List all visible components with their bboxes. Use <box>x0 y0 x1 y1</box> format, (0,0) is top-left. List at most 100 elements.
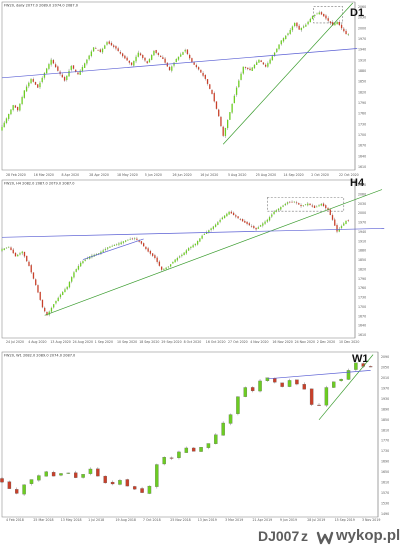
candle-body <box>146 61 148 64</box>
wykop-logo-icon <box>316 531 334 545</box>
candle-body <box>46 68 48 74</box>
candle-body <box>284 203 286 206</box>
y-tick-label: 2030 <box>358 16 366 20</box>
candle-body <box>62 291 64 295</box>
candle-body <box>88 468 93 474</box>
candle-body <box>125 240 127 242</box>
candle-body <box>5 118 8 123</box>
candle-body <box>264 64 267 67</box>
candle-body <box>167 266 170 268</box>
timeframe-label: W1 <box>352 353 369 365</box>
candle-body <box>268 217 271 221</box>
candle-body <box>223 215 226 219</box>
candle-body <box>177 451 181 458</box>
x-tick-label: 2 Dec 2020 <box>317 340 335 344</box>
candle-body <box>158 261 161 266</box>
x-tick-label: 18 Sep 2020 <box>139 340 159 344</box>
candle-body <box>104 248 107 250</box>
candle-body <box>258 59 260 63</box>
candle-body <box>186 49 189 55</box>
candle-body <box>201 235 203 239</box>
candle-body <box>193 62 195 65</box>
x-tick-label: 4 Feb 2018 <box>6 518 24 522</box>
candle-body <box>289 29 291 34</box>
candle-body <box>109 246 111 248</box>
candle-body <box>256 62 258 65</box>
candle-body <box>92 47 95 52</box>
candle-body <box>313 205 316 209</box>
candle-body <box>144 57 146 61</box>
candle-body <box>21 97 23 104</box>
candle-body <box>129 239 131 240</box>
x-tick-label: 24 Nov 2020 <box>295 340 315 344</box>
candle-body <box>183 252 185 256</box>
candle-body <box>74 472 78 478</box>
candle-body <box>145 246 147 249</box>
candle-body <box>180 54 182 57</box>
candle-body <box>10 109 12 115</box>
candle-body <box>16 106 19 111</box>
candle-body <box>298 203 300 205</box>
candle-body <box>48 64 50 69</box>
candle-body <box>316 206 318 208</box>
candle-body <box>226 213 228 217</box>
x-tick-label: 14 Sep 2020 <box>284 173 304 177</box>
x-tick-label: 16 Oct 2020 <box>206 340 226 344</box>
candle-body <box>63 77 66 81</box>
x-tick-label: 24 Aug 2020 <box>73 340 93 344</box>
candle-body <box>100 251 102 254</box>
candle-body <box>300 204 302 207</box>
candle-body <box>345 220 347 224</box>
candle-body <box>68 281 71 288</box>
candle-body <box>97 49 99 51</box>
candle-body <box>307 203 309 206</box>
candle-body <box>253 64 256 69</box>
candle-body <box>260 60 262 62</box>
candle-body <box>176 258 179 261</box>
candle-body <box>111 245 113 247</box>
y-tick-label: 1640 <box>358 154 366 158</box>
candle-body <box>101 48 104 53</box>
x-tick-label: 2 Oct 2020 <box>311 173 329 177</box>
candle-body <box>332 381 336 388</box>
y-tick-label: 1890 <box>381 407 389 411</box>
candle-body <box>203 233 206 235</box>
candle-body <box>204 74 206 79</box>
y-tick-label: 1970 <box>358 37 366 41</box>
candle-body <box>155 49 157 53</box>
candle-body <box>25 86 28 92</box>
candle-body <box>329 209 331 216</box>
candle-body <box>113 245 116 246</box>
candle-body <box>206 79 209 84</box>
candle-body <box>1 249 3 251</box>
candle-body <box>190 246 192 248</box>
y-tick-label: 1570 <box>381 491 389 495</box>
candle-body <box>232 212 235 216</box>
candle-body <box>163 268 165 270</box>
candle-body <box>66 472 71 474</box>
x-tick-label: 16 Mar 2020 <box>34 173 54 177</box>
candle-body <box>282 38 285 42</box>
candle-body <box>125 479 130 487</box>
candle-body <box>95 48 97 49</box>
candle-body <box>219 219 221 222</box>
candle-body <box>209 84 211 89</box>
candle-body <box>116 244 118 245</box>
x-tick-label: 19 Aug 2018 <box>116 518 136 522</box>
candle-body <box>32 272 35 279</box>
y-tick-label: 1610 <box>358 165 366 169</box>
resistance-trendline <box>1 228 385 238</box>
y-tick-label: 1850 <box>358 258 366 262</box>
candle-body <box>307 21 309 25</box>
candle-body <box>327 18 329 21</box>
y-tick-label: 1810 <box>381 428 389 432</box>
candle-body <box>208 230 210 233</box>
candle-body <box>202 72 204 76</box>
candle-body <box>230 211 232 214</box>
candle-body <box>340 226 343 228</box>
candle-body <box>187 248 190 251</box>
candle-body <box>184 49 186 52</box>
x-tick-label: 3 Nov 2019 <box>362 518 380 522</box>
candle-body <box>287 380 292 387</box>
y-tick-label: 1700 <box>358 305 366 309</box>
